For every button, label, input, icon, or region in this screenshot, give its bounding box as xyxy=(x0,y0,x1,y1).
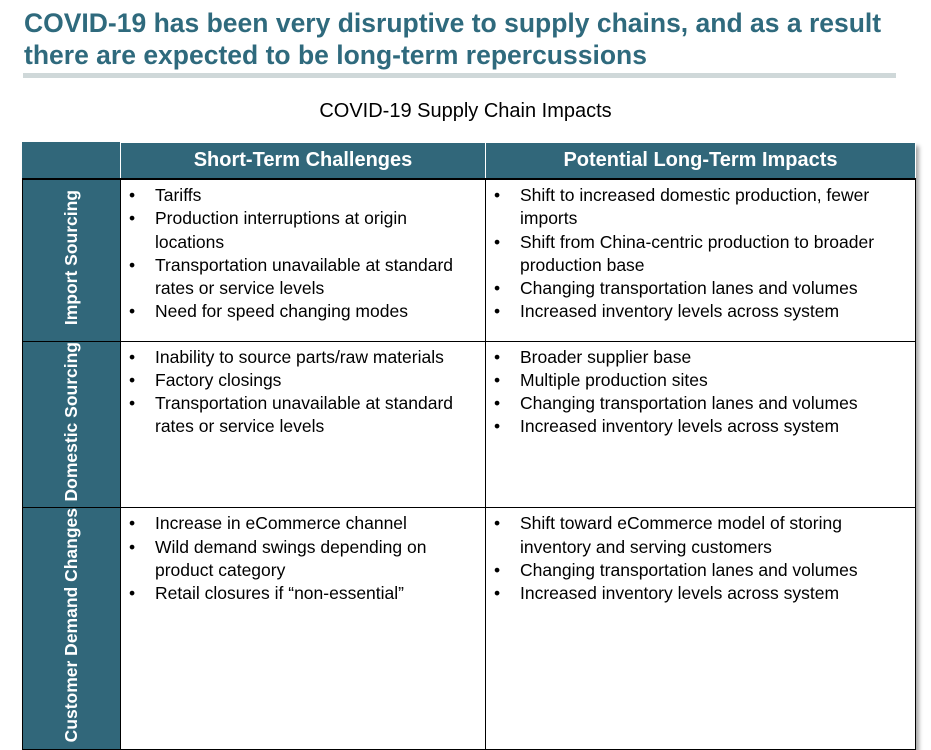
list-item: Increased inventory levels across system xyxy=(492,582,909,606)
impacts-table: Short-Term Challenges Potential Long-Ter… xyxy=(22,142,916,750)
page-title: COVID-19 has been very disruptive to sup… xyxy=(24,8,882,70)
list-item: Transportation unavailable at standard r… xyxy=(127,392,479,439)
list-item: Shift to increased domestic production, … xyxy=(492,184,909,231)
bullet-list: Shift toward eCommerce model of storing … xyxy=(492,512,909,605)
list-item: Transportation unavailable at standard r… xyxy=(127,254,479,301)
header-long-term: Potential Long-Term Impacts xyxy=(485,142,916,180)
short-term-cell: Inability to source parts/raw materialsF… xyxy=(120,340,486,509)
list-item: Increase in eCommerce channel xyxy=(127,512,479,536)
row-label: Import Sourcing xyxy=(61,189,81,325)
header-corner xyxy=(22,142,121,180)
list-item: Production interruptions at origin locat… xyxy=(127,207,479,254)
list-item: Need for speed changing modes xyxy=(127,300,479,324)
bullet-list: Increase in eCommerce channelWild demand… xyxy=(127,512,479,605)
title-divider xyxy=(23,73,896,78)
list-item: Multiple production sites xyxy=(492,369,909,393)
table-title: COVID-19 Supply Chain Impacts xyxy=(319,100,612,122)
bullet-list: Broader supplier baseMultiple production… xyxy=(492,346,909,439)
list-item: Shift toward eCommerce model of storing … xyxy=(492,512,909,559)
list-item: Changing transportation lanes and volume… xyxy=(492,277,909,301)
list-item: Inability to source parts/raw materials xyxy=(127,346,479,370)
list-item: Retail closures if “non-essential” xyxy=(127,582,479,606)
long-term-cell: Shift to increased domestic production, … xyxy=(485,178,916,342)
header-short-term: Short-Term Challenges xyxy=(120,142,486,180)
list-item: Factory closings xyxy=(127,369,479,393)
bullet-list: Shift to increased domestic production, … xyxy=(492,184,909,324)
list-item: Increased inventory levels across system xyxy=(492,415,909,439)
table-row: Domestic Sourcing Inability to source par… xyxy=(22,340,916,509)
row-label-cell: Customer Demand Changes xyxy=(22,507,121,750)
list-item: Tariffs xyxy=(127,184,479,208)
list-item: Shift from China-centric production to b… xyxy=(492,231,909,278)
list-item: Changing transportation lanes and volume… xyxy=(492,559,909,583)
bullet-list: TariffsProduction interruptions at origi… xyxy=(127,184,479,324)
long-term-cell: Broader supplier baseMultiple production… xyxy=(485,340,916,509)
row-label: Customer Demand Changes xyxy=(61,508,81,743)
table-row: Customer Demand Changes Increase in eComm… xyxy=(22,507,916,750)
short-term-cell: TariffsProduction interruptions at origi… xyxy=(120,178,486,342)
list-item: Increased inventory levels across system xyxy=(492,300,909,324)
list-item: Changing transportation lanes and volume… xyxy=(492,392,909,416)
list-item: Broader supplier base xyxy=(492,346,909,370)
list-item: Wild demand swings depending on product … xyxy=(127,536,479,583)
short-term-cell: Increase in eCommerce channelWild demand… xyxy=(120,507,486,750)
table-row: Import Sourcing TariffsProduction interru… xyxy=(22,178,916,342)
long-term-cell: Shift toward eCommerce model of storing … xyxy=(485,507,916,750)
row-label-cell: Domestic Sourcing xyxy=(22,340,121,509)
table-header-row: Short-Term Challenges Potential Long-Ter… xyxy=(22,142,916,180)
row-label-cell: Import Sourcing xyxy=(22,178,121,342)
row-label: Domestic Sourcing xyxy=(61,341,81,501)
bullet-list: Inability to source parts/raw materialsF… xyxy=(127,346,479,439)
